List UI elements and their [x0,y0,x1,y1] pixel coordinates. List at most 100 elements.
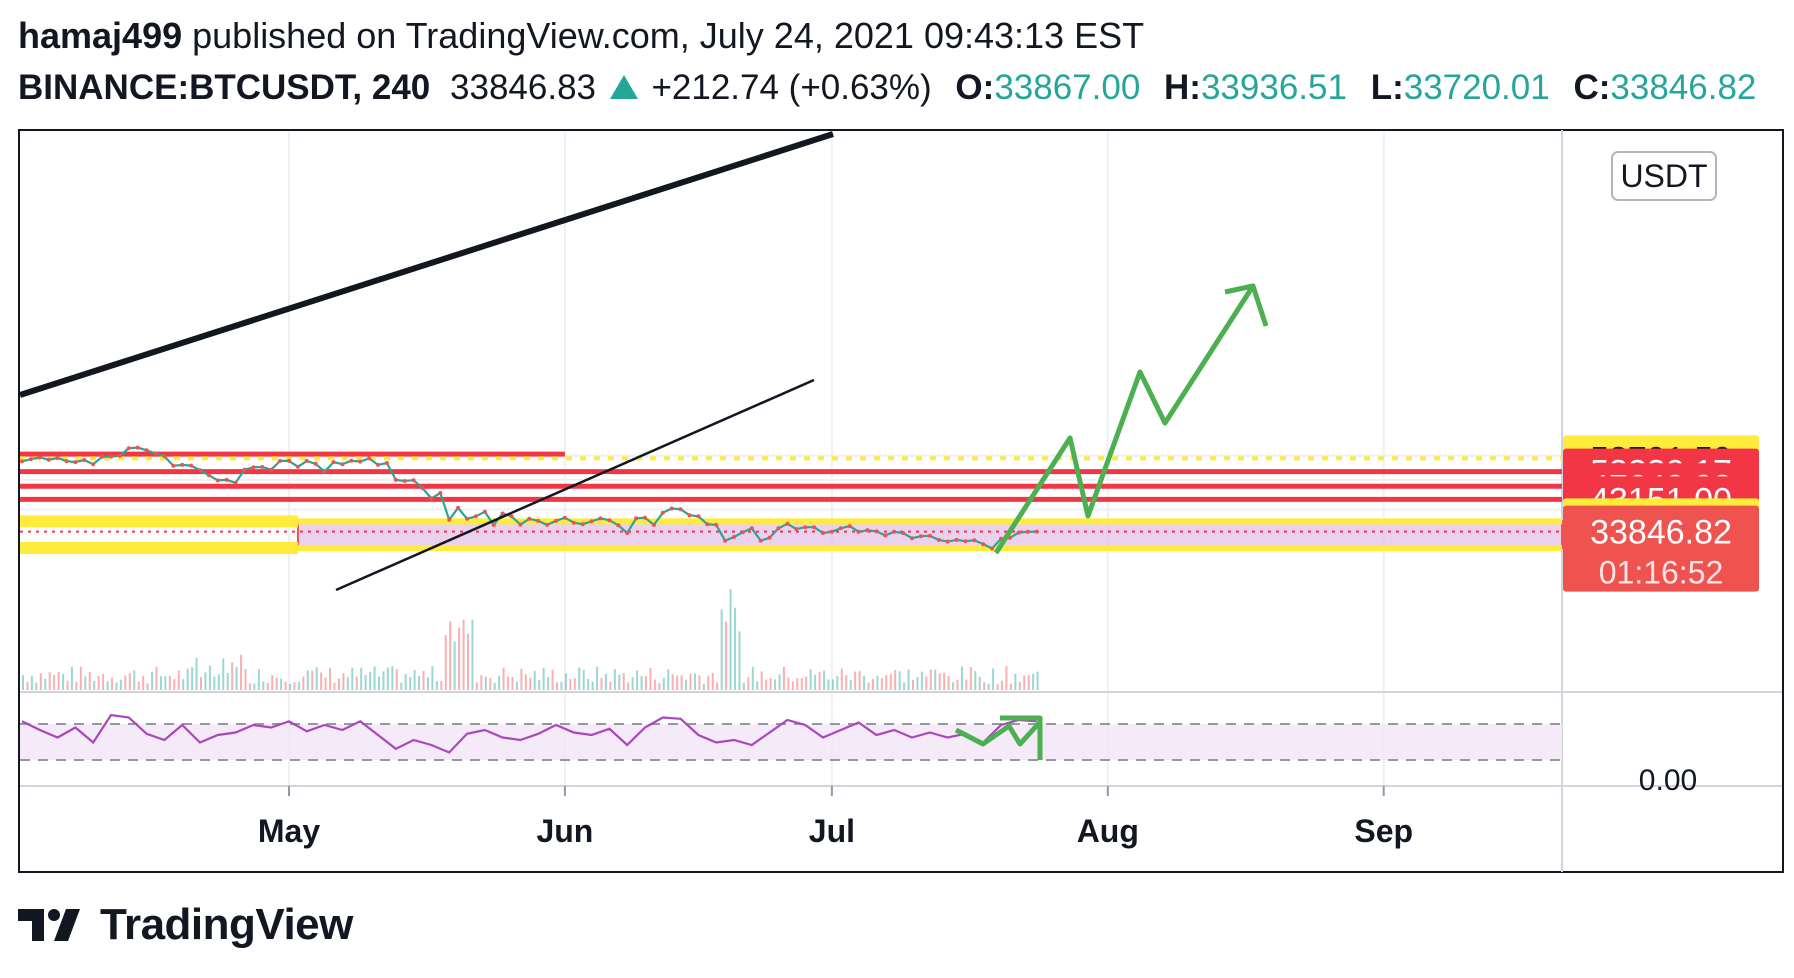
volume-bar [636,670,639,690]
volume-bar [760,671,763,690]
price-point [358,459,363,464]
volume-bar [524,674,527,690]
volume-bar [827,679,830,690]
projection-arrow[interactable] [993,284,1256,555]
price-point [55,456,60,460]
volume-bar [329,668,332,690]
price-point [616,523,621,528]
volume-bar [378,676,380,690]
price-point [758,538,763,543]
volume-bar [444,635,447,690]
volume-bar [1032,673,1035,690]
volume-bar [515,681,518,690]
open-value: 33867.00 [994,68,1141,107]
symbol-info-bar: BINANCE:BTCUSDT, 240 33846.83 +212.74 (+… [18,66,1792,110]
volume-bar [284,681,287,690]
price-point [224,477,229,482]
currency-badge[interactable] [1611,151,1717,201]
published-text: published on TradingView.com, July 24, 2… [192,15,1145,56]
price-point [189,463,194,468]
volume-bar [765,679,768,690]
volume-bar [404,674,407,690]
volume-bar [79,666,82,690]
volume-bar [431,666,434,690]
publish-info: hamaj499 published on TradingView.com, J… [18,14,1144,58]
volume-bar [333,682,336,690]
volume-bar [929,669,932,690]
price-point [634,516,639,521]
volume-bar [876,675,879,690]
price-point [892,529,897,534]
price-point [73,460,78,465]
volume-bar [360,667,363,690]
volume-bar [453,641,456,690]
volume-bar [556,682,558,690]
volume-bar [213,676,216,690]
price-point [473,514,478,519]
rsi-projection-arrow[interactable] [954,720,1042,747]
volume-bar [119,679,122,690]
volume-bar [26,681,29,690]
price-point [144,448,149,453]
volume-bar [489,678,492,690]
low-value: 33720.01 [1403,68,1550,107]
price-point [198,468,202,473]
open-label: O: [955,68,995,107]
tradingview-brand: TradingView [100,900,353,949]
current-price-label[interactable]: 33846.82 [1590,514,1732,552]
volume-bar [35,682,38,690]
price-point [598,516,603,521]
volume-bar [302,676,305,690]
volume-bar [458,627,461,690]
volume-bar [698,675,701,690]
volume-bar [693,673,696,690]
volume-bar [373,666,376,690]
x-tick-label: May [258,813,320,849]
price-point [776,526,781,531]
volume-bar [231,662,234,690]
volume-bar [177,670,180,690]
volume-bar [529,677,532,690]
symbol-name[interactable]: BINANCE:BTCUSDT, 240 [18,68,431,107]
volume-bar [823,670,825,690]
lower-trendline[interactable] [335,378,815,592]
volume-bar [364,675,367,690]
volume-bar [809,669,812,690]
currency-label: USDT [1620,158,1707,194]
volume-bars [22,589,1039,690]
tradingview-logo[interactable]: TradingView [18,900,353,950]
volume-bar [751,666,754,690]
volume-bar [235,667,238,690]
high-value: 33936.51 [1200,68,1347,107]
price-point [696,514,701,519]
price-point [847,524,852,529]
price-point [910,536,914,541]
price-point [732,535,736,539]
volume-bar [920,671,923,690]
volume-bar [133,670,136,690]
volume-bar [1027,675,1030,690]
volume-bar [871,678,874,690]
rsi-line[interactable] [21,713,1037,754]
author-name[interactable]: hamaj499 [18,15,183,56]
volume-bar [111,677,113,690]
price-point [705,522,710,527]
volume-bar [208,665,211,690]
current-price-label-bg [1563,505,1759,592]
volume-bar [48,672,51,690]
volume-bar [573,678,576,690]
volume-bar [440,680,443,690]
price-point [687,513,692,518]
price-point [562,515,567,520]
upper-trendline[interactable] [19,131,834,398]
volume-bar [342,673,345,690]
volume-bar [604,673,607,690]
price-point [723,538,728,543]
price-point [918,534,923,539]
volume-bar [248,683,251,690]
volume-bar [912,679,914,690]
volume-bar [934,669,937,690]
volume-bar [155,666,158,690]
close-label: C: [1573,68,1611,107]
